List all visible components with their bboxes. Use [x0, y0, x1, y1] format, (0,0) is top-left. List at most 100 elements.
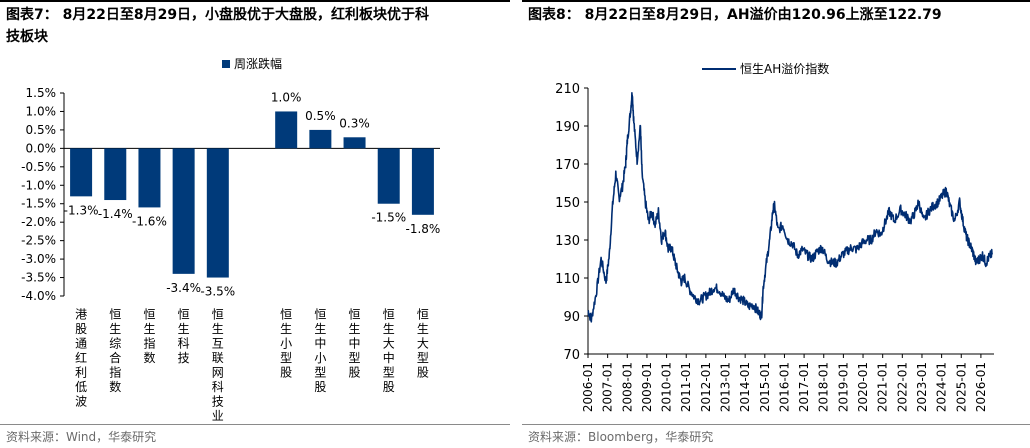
category-label-char: 恒	[314, 307, 326, 321]
y-tick-label: -3.0%	[21, 252, 56, 266]
category-label-char: 股	[349, 365, 361, 379]
category-label-char: 小	[314, 351, 326, 365]
category-label-char: 股	[75, 322, 87, 336]
bar	[104, 148, 127, 201]
x-tick-label: 2013-01	[719, 362, 733, 412]
y-tick-label: -0.5%	[21, 160, 56, 174]
legend-swatch	[222, 60, 230, 68]
category-label-char: 生	[212, 322, 224, 336]
x-tick-label: 2026-01	[974, 362, 988, 412]
bar-data-label: -1.3%	[64, 203, 99, 217]
category-label-char: 指	[143, 335, 155, 350]
bar-data-label: 0.5%	[305, 109, 336, 123]
y-tick-label: 1.0%	[26, 104, 57, 118]
category-label-char: 大	[383, 336, 395, 350]
bar	[275, 111, 298, 149]
bar	[138, 148, 161, 208]
left-panel: 图表7： 8月22日至8月29日，小盘股优于大盘股，红利板块优于科 技板块 周涨…	[0, 0, 510, 448]
bar	[309, 129, 332, 149]
y-tick-label: 210	[555, 82, 580, 97]
x-tick-label: 2011-01	[679, 362, 693, 412]
category-label-char: 港	[75, 307, 87, 321]
category-label-char: 技	[178, 351, 190, 365]
category-label-char: 生	[143, 322, 155, 336]
x-tick-label: 2007-01	[601, 362, 615, 412]
category-label-char: 合	[109, 350, 121, 365]
category-label-char: 恒	[109, 307, 121, 321]
category-label-char: 小	[280, 336, 292, 350]
x-tick-label: 2009-01	[640, 362, 654, 412]
category-label-char: 科	[212, 380, 224, 394]
category-label-char: 中	[349, 335, 361, 350]
bar-data-label: -3.5%	[200, 285, 235, 299]
category-label-char: 恒	[417, 307, 429, 321]
category-label-char: 生	[280, 322, 292, 336]
category-label-char: 利	[75, 365, 87, 379]
left-title-rule	[0, 0, 510, 2]
y-tick-label: 1.5%	[26, 86, 57, 100]
x-tick-label: 2012-01	[699, 362, 713, 412]
right-source: 资料来源：Bloomberg，华泰研究	[528, 430, 714, 444]
x-tick-label: 2025-01	[954, 362, 968, 412]
y-tick-label: -2.0%	[21, 215, 56, 229]
category-label-char: 科	[178, 336, 190, 350]
bar-chart: 周涨跌幅 1.5% 1.0% 0.5% 0.0% -0.5% -1.0% -1.5% -2.0%…	[21, 56, 440, 423]
category-label-char: 生	[417, 322, 429, 336]
y-tick-label: 190	[555, 120, 580, 135]
category-label-char: 恒	[178, 307, 190, 321]
left-chart-title: 图表7： 8月22日至8月29日，小盘股优于大盘股，红利板块优于科 技板块	[6, 4, 429, 48]
category-label-char: 型	[349, 351, 361, 365]
x-tick-label: 2022-01	[895, 362, 909, 412]
y-tick-label: -2.5%	[21, 234, 56, 248]
y-tick-label: 110	[555, 272, 580, 287]
bar	[343, 137, 366, 149]
bar	[411, 148, 434, 215]
bar-data-label: -3.4%	[166, 281, 201, 295]
category-label-char: 联	[212, 351, 224, 365]
category-label-char: 数	[109, 379, 121, 394]
category-label-char: 股	[417, 365, 429, 379]
category-label-char: 恒	[349, 307, 361, 321]
y-tick-label: 0.0%	[26, 141, 57, 155]
bar-data-label: -1.5%	[371, 211, 406, 225]
category-label-char: 大	[417, 336, 429, 350]
category-label-char: 红	[75, 350, 87, 365]
category-label-char: 生	[314, 322, 326, 336]
x-tick-label: 2014-01	[738, 362, 752, 412]
left-source-rule	[0, 424, 510, 425]
y-tick-label: 170	[555, 158, 580, 173]
category-label-char: 恒	[383, 307, 395, 321]
y-tick-label: -1.5%	[21, 197, 56, 211]
category-label-char: 型	[314, 365, 326, 379]
series-line	[587, 91, 994, 323]
category-label-char: 综	[109, 336, 121, 350]
bar-data-label: 0.3%	[339, 116, 370, 130]
category-label-char: 生	[109, 322, 121, 336]
y-tick-label: 0.5%	[26, 123, 57, 137]
category-label-char: 通	[75, 336, 87, 350]
x-tick-label: 2015-01	[758, 362, 772, 412]
bar	[172, 148, 195, 274]
category-label-char: 恒	[143, 307, 155, 321]
category-label-char: 生	[178, 322, 190, 336]
right-panel: 图表8： 8月22日至8月29日，AH溢价由120.96上涨至122.79 恒生…	[522, 0, 1030, 448]
legend-label: 周涨跌幅	[234, 56, 282, 71]
bar	[377, 148, 400, 204]
x-tick-label: 2010-01	[660, 362, 674, 412]
x-tick-label: 2019-01	[836, 362, 850, 412]
y-tick-label: -1.0%	[21, 178, 56, 192]
category-label-char: 指	[109, 364, 121, 379]
x-tick-label: 2008-01	[620, 362, 634, 412]
category-label-char: 数	[143, 350, 155, 365]
right-title-rule	[522, 0, 1030, 2]
y-tick-label: -4.0%	[21, 289, 56, 303]
bar	[70, 148, 93, 197]
category-label-char: 网	[212, 365, 224, 379]
bar-data-label: -1.4%	[98, 207, 133, 221]
category-label-char: 技	[212, 394, 224, 408]
category-label-char: 股	[383, 380, 395, 394]
category-label-char: 互	[212, 336, 224, 350]
category-label-char: 股	[314, 380, 326, 394]
category-label-char: 中	[383, 350, 395, 365]
